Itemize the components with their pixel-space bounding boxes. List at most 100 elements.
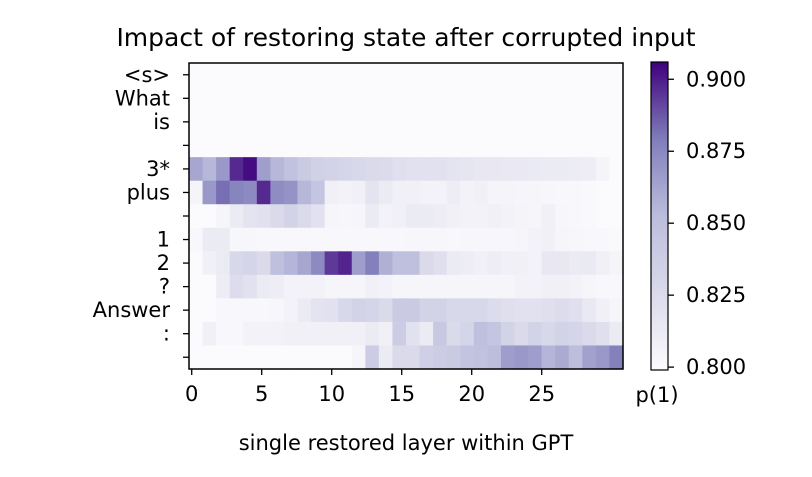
heatmap-cell — [189, 321, 204, 347]
heatmap-cell — [514, 345, 529, 370]
heatmap-cell — [324, 133, 339, 158]
heatmap-cell — [473, 204, 488, 229]
heatmap-cell — [243, 274, 258, 299]
heatmap-cell — [419, 251, 434, 276]
heatmap-cell — [500, 227, 516, 252]
heatmap-cell — [229, 251, 244, 276]
heatmap-cell — [406, 251, 421, 276]
heatmap-cell — [216, 204, 231, 229]
heatmap-cell — [582, 321, 597, 347]
heatmap-cell — [406, 321, 421, 347]
heatmap-cell — [582, 251, 597, 276]
heatmap-cell — [216, 298, 231, 323]
heatmap-cell — [528, 204, 543, 229]
heatmap-cell — [243, 251, 258, 276]
heatmap-cell — [595, 274, 611, 299]
heatmap-cell — [555, 274, 570, 299]
heatmap-cell — [473, 110, 488, 135]
heatmap-cell — [487, 321, 502, 347]
heatmap-cell — [229, 157, 244, 182]
heatmap-cell — [392, 251, 407, 276]
heatmap-cell — [487, 63, 502, 88]
heatmap-cell — [283, 321, 299, 347]
heatmap-cell — [324, 251, 339, 276]
heatmap-cell — [473, 157, 488, 182]
heatmap-cell — [365, 298, 380, 323]
heatmap-cell — [202, 86, 217, 111]
heatmap-cell — [216, 63, 231, 88]
heatmap-cell — [365, 251, 380, 276]
heatmap-cell — [365, 321, 380, 347]
heatmap-cell — [473, 86, 488, 111]
heatmap-cell — [256, 157, 271, 182]
heatmap-cell — [460, 321, 475, 347]
heatmap-cell — [528, 321, 543, 347]
heatmap-cell — [473, 274, 488, 299]
heatmap-cell — [392, 110, 407, 135]
heatmap-cell — [609, 251, 624, 276]
heatmap-cell — [256, 110, 271, 135]
heatmap-cell — [189, 298, 204, 323]
x-tick-label: 25 — [528, 382, 555, 406]
colorbar-ticks: 0.800 0.825 0.850 0.875 0.900 — [668, 67, 746, 379]
heatmap-cell — [487, 180, 502, 205]
heatmap-cell — [189, 204, 204, 229]
heatmap-cell — [609, 204, 624, 229]
heatmap-cell — [243, 86, 258, 111]
heatmap-cell — [433, 298, 448, 323]
heatmap-cell — [460, 227, 475, 252]
heatmap-cell — [460, 86, 475, 111]
heatmap-cell — [446, 63, 461, 88]
heatmap-cell — [378, 274, 394, 299]
heatmap-cell — [216, 345, 231, 370]
heatmap-cell — [514, 110, 529, 135]
heatmap-cell — [609, 227, 624, 252]
heatmap-cell — [473, 298, 488, 323]
heatmap-cell — [351, 274, 366, 299]
heatmap-cell — [582, 345, 597, 370]
heatmap-cell — [202, 180, 217, 205]
heatmap-cell — [433, 204, 448, 229]
heatmap-cell — [338, 204, 353, 229]
heatmap-cell — [446, 110, 461, 135]
heatmap-cell — [446, 321, 461, 347]
heatmap-cell — [568, 63, 583, 88]
heatmap-cell — [378, 298, 394, 323]
heatmap-cell — [189, 227, 204, 252]
heatmap-cell — [555, 133, 570, 158]
heatmap-cell — [419, 133, 434, 158]
heatmap-cell — [609, 157, 624, 182]
heatmap-cell — [378, 180, 394, 205]
heatmap-cell — [297, 274, 312, 299]
heatmap-cell — [541, 63, 556, 88]
heatmap-cell — [270, 133, 285, 158]
heatmap-cell — [433, 227, 448, 252]
y-tick-label: What — [115, 86, 170, 110]
heatmap-cell — [256, 204, 271, 229]
heatmap-cell — [446, 133, 461, 158]
heatmap-cell — [406, 63, 421, 88]
heatmap-cell — [202, 204, 217, 229]
heatmap-cell — [568, 86, 583, 111]
heatmap-cell — [406, 298, 421, 323]
heatmap-cell — [460, 274, 475, 299]
heatmap-cell — [541, 227, 556, 252]
heatmap-cell — [338, 274, 353, 299]
heatmap-cell — [365, 204, 380, 229]
heatmap-cell — [514, 157, 529, 182]
heatmap-cell — [446, 227, 461, 252]
heatmap-cell — [528, 110, 543, 135]
heatmap-cell — [419, 157, 434, 182]
heatmap-cell — [595, 227, 611, 252]
heatmap-cell — [582, 204, 597, 229]
heatmap-cell — [189, 86, 204, 111]
heatmap-cell — [283, 110, 299, 135]
heatmap-cell — [324, 298, 339, 323]
heatmap-cell — [216, 180, 231, 205]
heatmap-cell — [378, 204, 394, 229]
heatmap-cell — [595, 110, 611, 135]
heatmap-cell — [433, 180, 448, 205]
heatmap-cell — [568, 251, 583, 276]
heatmap-cell — [189, 157, 204, 182]
heatmap-cell — [595, 133, 611, 158]
